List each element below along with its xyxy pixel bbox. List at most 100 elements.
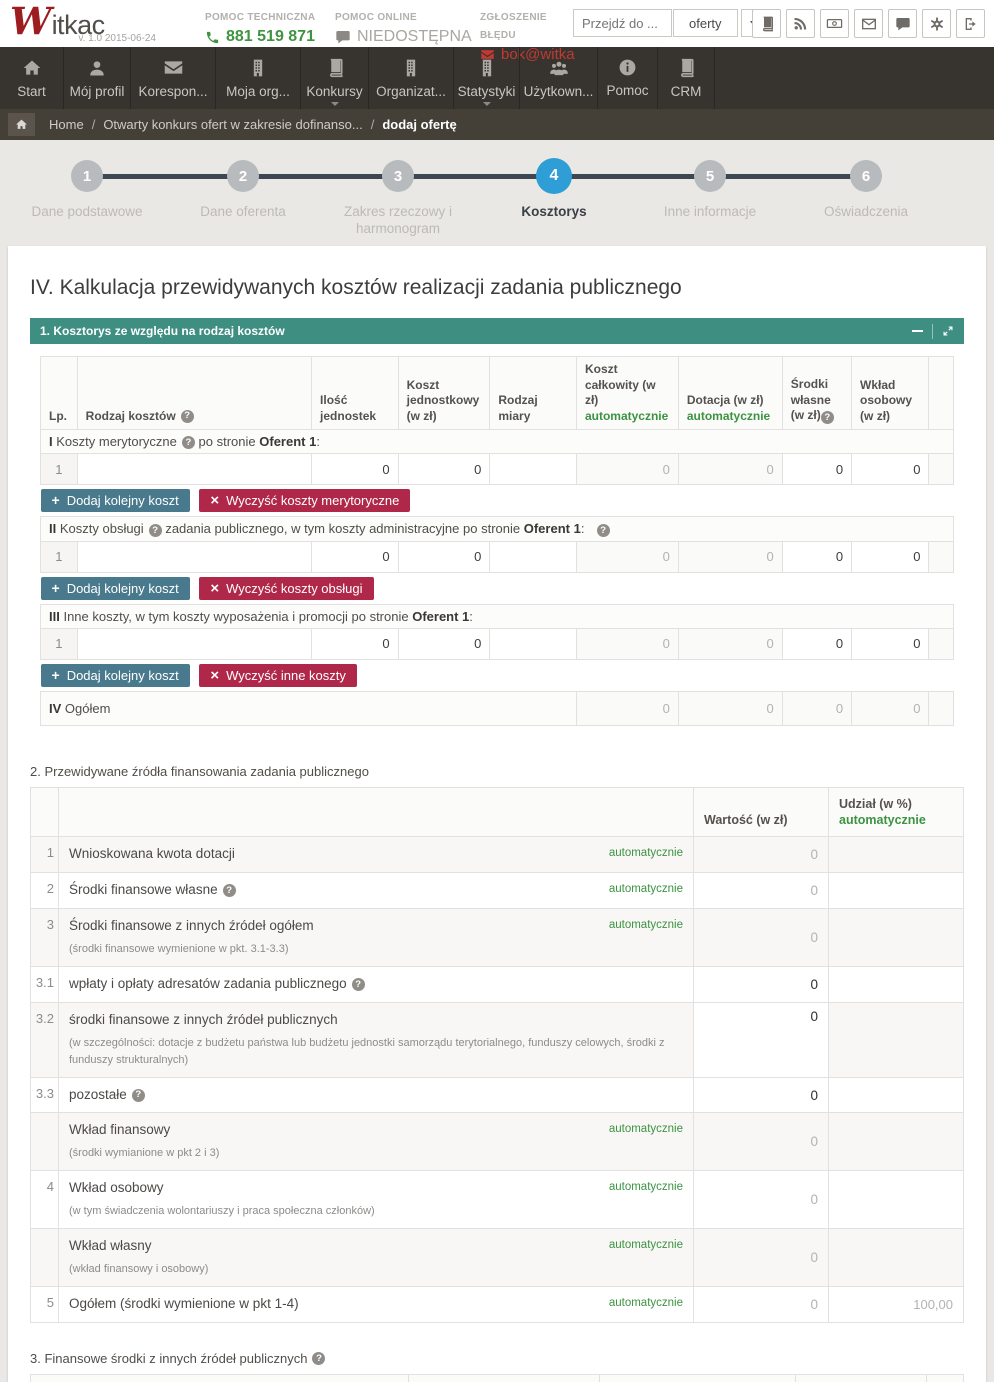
ilosc-jednostek-input[interactable]: 0 (311, 453, 399, 486)
clear-merytoryczne-button[interactable]: Wyczyść koszty merytoryczne (199, 489, 411, 513)
row-number: 1 (40, 453, 78, 486)
col-ilosc-jednostek: Ilość jednostek (311, 355, 399, 431)
step-2-circle[interactable]: 2 (227, 160, 259, 192)
step-4-circle-active[interactable]: 4 (536, 158, 572, 194)
koszt-jednostkowy-input[interactable]: 0 (397, 453, 491, 486)
help-icon[interactable] (351, 977, 365, 991)
col-srodki-wlasne: Środki własne (w zł) (781, 355, 853, 431)
wartosc-auto: 0 (693, 907, 829, 967)
help-icon[interactable] (820, 411, 834, 425)
public-sources-header-row: Nazwa organu administracji publicznej lu… (30, 1374, 965, 1382)
help-icon[interactable] (181, 436, 195, 450)
koszt-calkowity-auto: 0 (575, 627, 679, 660)
nav-item-moj-profil[interactable]: Mój profil (64, 47, 131, 109)
wklad-osobowy-input[interactable]: 0 (851, 627, 930, 660)
wartosc-input[interactable]: 0 (693, 1001, 829, 1078)
breadcrumb-home-link[interactable]: Home (49, 117, 84, 132)
step-3-circle[interactable]: 3 (382, 160, 414, 192)
rodzaj-kosztow-input[interactable] (76, 453, 313, 486)
search-input[interactable] (573, 9, 672, 37)
rodzaj-kosztow-input[interactable] (76, 627, 313, 660)
logout-button[interactable] (956, 9, 985, 38)
koszt-jednostkowy-input[interactable]: 0 (397, 627, 491, 660)
col-actions (928, 355, 954, 431)
wklad-osobowy-input[interactable]: 0 (851, 540, 930, 573)
col-koszt-jednostkowy: Koszt jednostkowy (w zł) (397, 355, 491, 431)
srodki-wlasne-input[interactable]: 0 (781, 453, 853, 486)
cost-section-2-buttons: Dodaj kolejny koszt Wyczyść koszty obsłu… (40, 572, 954, 604)
settings-button[interactable] (922, 9, 951, 38)
wartosc-auto: 0 (693, 1112, 829, 1172)
koszt-jednostkowy-input[interactable]: 0 (397, 540, 491, 573)
content-card: IV. Kalkulacja przewidywanych kosztów re… (8, 246, 986, 1382)
row-actions-cell (928, 540, 954, 573)
total-dotacja: 0 (677, 690, 783, 726)
rodzaj-miary-input[interactable] (489, 453, 577, 486)
ilosc-jednostek-input[interactable]: 0 (311, 540, 399, 573)
app-logo[interactable]: Witkac v. 1.0 2015-06-24 (10, 3, 170, 45)
auto-badge: automatycznie (608, 1297, 683, 1310)
row-actions-cell (928, 627, 954, 660)
col-udzial: Udział (w %) automatycznie (828, 786, 964, 837)
messages-button[interactable] (854, 9, 883, 38)
rodzaj-miary-input[interactable] (489, 540, 577, 573)
col-koszt-calkowity: Koszt całkowity (w zł) automatycznie (575, 355, 679, 431)
help-icon[interactable] (131, 1088, 145, 1102)
help-icon[interactable] (148, 523, 162, 537)
rodzaj-miary-input[interactable] (489, 627, 577, 660)
app-version: v. 1.0 2015-06-24 (78, 33, 156, 44)
clear-inne-button[interactable]: Wyczyść inne koszty (199, 663, 357, 687)
nav-item-crm[interactable]: CRM (658, 47, 715, 109)
breadcrumb-home-button[interactable] (8, 113, 35, 136)
help-icon[interactable] (222, 883, 236, 897)
step-6-circle[interactable]: 6 (850, 160, 882, 192)
help-icon[interactable] (312, 1352, 326, 1366)
book-icon (329, 58, 342, 77)
section2-title: 2. Przewidywane źródła finansowania zada… (30, 763, 369, 779)
support-phone-label: POMOC TECHNICZNA (205, 12, 316, 23)
udzial-cell (828, 836, 964, 873)
collapse-panel-icon[interactable] (912, 330, 923, 332)
step-5-circle[interactable]: 5 (694, 160, 726, 192)
help-icon[interactable] (596, 523, 610, 537)
add-cost-button[interactable]: Dodaj kolejny koszt (40, 576, 190, 600)
address-book-button[interactable] (752, 9, 781, 38)
cost-row: 1 0 0 0 0 0 0 (40, 540, 954, 573)
nav-item-korespondencja[interactable]: Korespon... (131, 47, 216, 109)
step-1-circle[interactable]: 1 (71, 160, 103, 192)
step-6-label: Oświadczenia (823, 204, 909, 219)
expand-panel-icon[interactable] (942, 325, 954, 337)
col-dotacja: Dotacja (w zł) automatycznie (677, 355, 783, 431)
wklad-osobowy-input[interactable]: 0 (851, 453, 930, 486)
payments-button[interactable] (820, 9, 849, 38)
users-icon (549, 61, 568, 75)
rss-button[interactable] (786, 9, 815, 38)
search-scope-button[interactable]: oferty (673, 9, 738, 37)
total-koszt-calkowity: 0 (575, 690, 679, 726)
ilosc-jednostek-input[interactable]: 0 (311, 627, 399, 660)
help-icon[interactable] (180, 410, 194, 424)
nav-item-pomoc[interactable]: Pomoc (598, 47, 658, 109)
breadcrumb-separator: / (370, 117, 375, 132)
panel-kosztorys-body: Lp. Rodzaj kosztów Ilość jednostek Koszt… (30, 344, 964, 736)
nav-item-konkursy[interactable]: Konkursy (301, 47, 369, 109)
add-cost-button[interactable]: Dodaj kolejny koszt (40, 489, 190, 513)
nav-item-start[interactable]: Start (0, 47, 64, 109)
nav-item-statystyki[interactable]: Statystyki (454, 47, 520, 109)
nav-item-organizatorzy[interactable]: Organizat... (369, 47, 454, 109)
chat-button[interactable] (888, 9, 917, 38)
support-phone-number: 881 519 871 (226, 28, 315, 45)
rodzaj-kosztow-input[interactable] (76, 540, 313, 573)
auto-badge: automatycznie (608, 847, 683, 859)
srodki-wlasne-input[interactable]: 0 (781, 540, 853, 573)
wartosc-input[interactable]: 0 (693, 965, 829, 1003)
udzial-cell (828, 1228, 964, 1288)
wartosc-input[interactable]: 0 (693, 1076, 829, 1114)
srodki-wlasne-input[interactable]: 0 (781, 627, 853, 660)
breadcrumb-contest-link[interactable]: Otwarty konkurs ofert w zakresie dofinan… (103, 117, 363, 132)
nav-item-uzytkownicy[interactable]: Użytkown... (520, 47, 598, 109)
add-cost-button[interactable]: Dodaj kolejny koszt (40, 663, 190, 687)
public-sources-table: Nazwa organu administracji publicznej lu… (30, 1374, 965, 1382)
clear-obslugi-button[interactable]: Wyczyść koszty obsługi (199, 576, 374, 600)
nav-item-moja-organizacja[interactable]: Moja org... (216, 47, 301, 109)
